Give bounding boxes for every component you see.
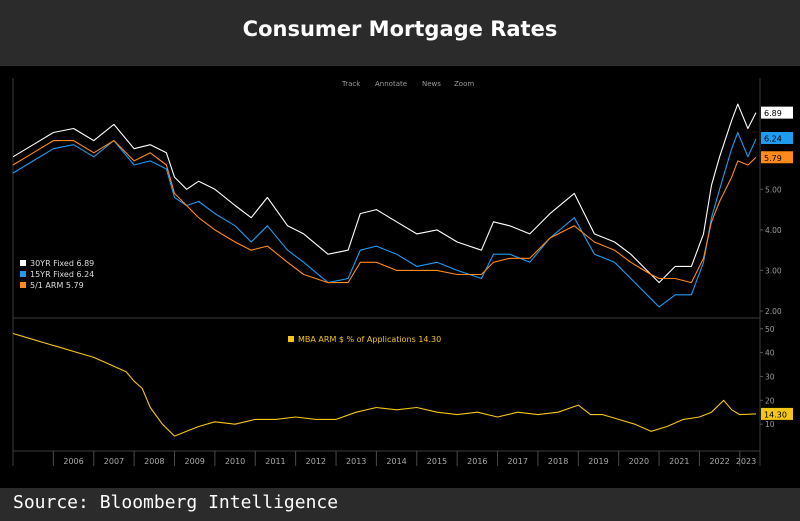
x-axis: 2006 2007 2008 2009 2010 2011 2012 2013 2014 2015… (52, 451, 756, 466)
series-line-5-1-arm (12, 140, 757, 284)
rates-legend: 30YR Fixed 6.89 15YR Fixed 6.24 5/1 ARM … (20, 259, 94, 290)
source-note: Source: Bloomberg Intelligence (13, 492, 339, 513)
x-tick-label: 2015 (427, 457, 447, 466)
page-title: Consumer Mortgage Rates (242, 17, 558, 41)
x-tick-label: 2016 (467, 457, 487, 466)
x-tick-label: 2010 (225, 457, 245, 466)
legend-swatch-30yr (20, 260, 26, 266)
y-tick-label: 20 (765, 396, 775, 405)
series-line-30yr-fixed (12, 103, 757, 284)
y-tick-label: 4.00 (765, 226, 782, 235)
legend-swatch-mba (288, 336, 294, 342)
legend-label-30yr: 30YR Fixed 6.89 (30, 259, 94, 268)
x-tick-label: 2006 (63, 457, 83, 466)
x-tick-label: 2018 (548, 457, 568, 466)
last-value-tags: 6.89 6.24 5.79 14.30 (761, 106, 793, 420)
x-tick-label: 2012 (306, 457, 326, 466)
legend-label-15yr: 15YR Fixed 6.24 (30, 270, 94, 279)
x-tick-label: 2020 (629, 457, 649, 466)
legend-swatch-arm (20, 282, 26, 288)
last-value-label: 5.79 (764, 154, 782, 163)
last-value-label: 14.30 (764, 410, 787, 419)
arm-share-plot (12, 332, 757, 437)
x-tick-label: 2007 (104, 457, 124, 466)
y-tick-label: 40 (765, 349, 775, 358)
series-line-mba-arm-share (12, 332, 757, 437)
chart-svg: Track Annotate News Zoom 5.00 4.00 3.00 2.0… (12, 78, 793, 466)
rates-plot (12, 103, 757, 308)
rates-y-axis: 5.00 4.00 3.00 2.00 (760, 185, 782, 316)
last-value-tag (761, 106, 793, 119)
arm-share-legend: MBA ARM $ % of Applications 14.30 (288, 335, 441, 344)
x-tick-label: 2019 (588, 457, 608, 466)
footer: Source: Bloomberg Intelligence (0, 488, 800, 521)
chart-frame: Track Annotate News Zoom 5.00 4.00 3.00 2.0… (0, 66, 800, 488)
x-tick-label: 2023 (736, 457, 756, 466)
toolbar-zoom[interactable]: Zoom (454, 80, 474, 88)
toolbar-annotate[interactable]: Annotate (375, 80, 407, 88)
title-bar: Consumer Mortgage Rates (0, 0, 800, 62)
x-tick-label: 2008 (144, 457, 164, 466)
x-tick-label: 2021 (669, 457, 689, 466)
y-tick-label: 10 (765, 420, 775, 429)
x-tick-label: 2022 (709, 457, 729, 466)
last-value-label: 6.24 (764, 135, 782, 144)
legend-label-arm: 5/1 ARM 5.79 (30, 281, 84, 290)
x-tick-label: 2011 (265, 457, 285, 466)
arm-share-y-axis: 50 40 30 20 10 (760, 325, 775, 429)
series-line-15yr-fixed (12, 131, 757, 308)
y-tick-label: 50 (765, 325, 775, 334)
chart-toolbar: Track Annotate News Zoom (341, 80, 474, 88)
last-value-tag (761, 407, 793, 420)
y-tick-label: 30 (765, 372, 775, 381)
x-tick-label: 2013 (346, 457, 366, 466)
x-tick-label: 2009 (185, 457, 205, 466)
y-tick-label: 3.00 (765, 266, 782, 275)
x-tick-label: 2014 (386, 457, 406, 466)
legend-label-mba: MBA ARM $ % of Applications 14.30 (298, 335, 441, 344)
y-tick-label: 5.00 (765, 185, 782, 194)
x-tick-label: 2017 (508, 457, 528, 466)
y-tick-label: 2.00 (765, 307, 782, 316)
last-value-tag (761, 151, 793, 164)
last-value-tag (761, 132, 793, 144)
toolbar-track[interactable]: Track (341, 80, 361, 88)
toolbar-news[interactable]: News (422, 80, 441, 88)
legend-swatch-15yr (20, 271, 26, 277)
last-value-label: 6.89 (764, 109, 782, 118)
